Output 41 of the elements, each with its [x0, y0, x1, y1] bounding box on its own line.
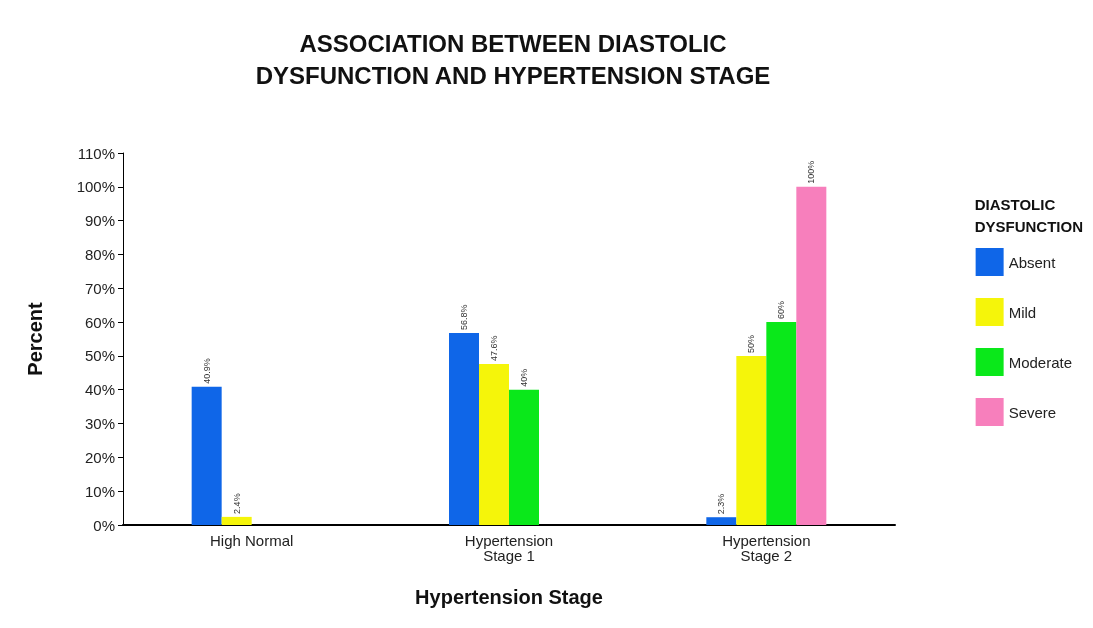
x-axis-title: Hypertension Stage [415, 586, 603, 608]
y-tick-label: 60% [84, 313, 115, 331]
legend-label: Absent [1008, 253, 1057, 271]
data-label: 50% [746, 334, 757, 353]
data-label: 2.4% [231, 493, 242, 514]
x-tick-label: High Normal [209, 532, 294, 549]
y-tick-label: 20% [84, 448, 115, 466]
y-tick-label: 70% [84, 279, 115, 297]
x-tick-label: Hypertension Stage 2 [722, 532, 811, 564]
legend-title: DIASTOLIC DYSFUNCTION [974, 195, 1084, 235]
x-tick-label: Hypertension Stage 1 [464, 532, 554, 564]
bar [766, 322, 797, 525]
bar [706, 517, 737, 525]
chart-title: ASSOCIATION BETWEEN DIASTOLIC DYSFUNCTION AND HYPERTENSION STAGE [255, 29, 771, 89]
legend-label: Mild [1008, 303, 1037, 321]
data-label: 47.6% [489, 335, 499, 362]
y-tick-label: 80% [84, 245, 115, 263]
bar [736, 355, 767, 525]
data-label: 56.8% [459, 304, 469, 330]
bar [479, 364, 509, 525]
bar [509, 389, 539, 525]
data-label: 2.3% [716, 493, 727, 515]
y-tick-label: 50% [84, 347, 115, 365]
bar [796, 186, 827, 525]
data-label: 100% [806, 160, 817, 184]
bar [191, 386, 222, 525]
y-axis-title: Percent [24, 301, 46, 376]
data-label: 60% [776, 301, 787, 320]
data-label: 40.9% [201, 358, 212, 384]
legend-label: Moderate [1008, 353, 1073, 371]
y-tick-label: 90% [84, 212, 115, 230]
data-label: 40% [519, 368, 529, 387]
y-tick-label: 110% [77, 144, 115, 162]
y-tick-label: 30% [84, 415, 115, 433]
y-tick-label: 100% [76, 178, 115, 196]
y-tick-label: 40% [84, 381, 115, 399]
bar [221, 516, 252, 525]
bar [449, 332, 479, 525]
legend-label: Severe [1008, 403, 1057, 421]
y-tick-label: 0% [93, 516, 115, 534]
y-tick-label: 10% [84, 482, 115, 500]
